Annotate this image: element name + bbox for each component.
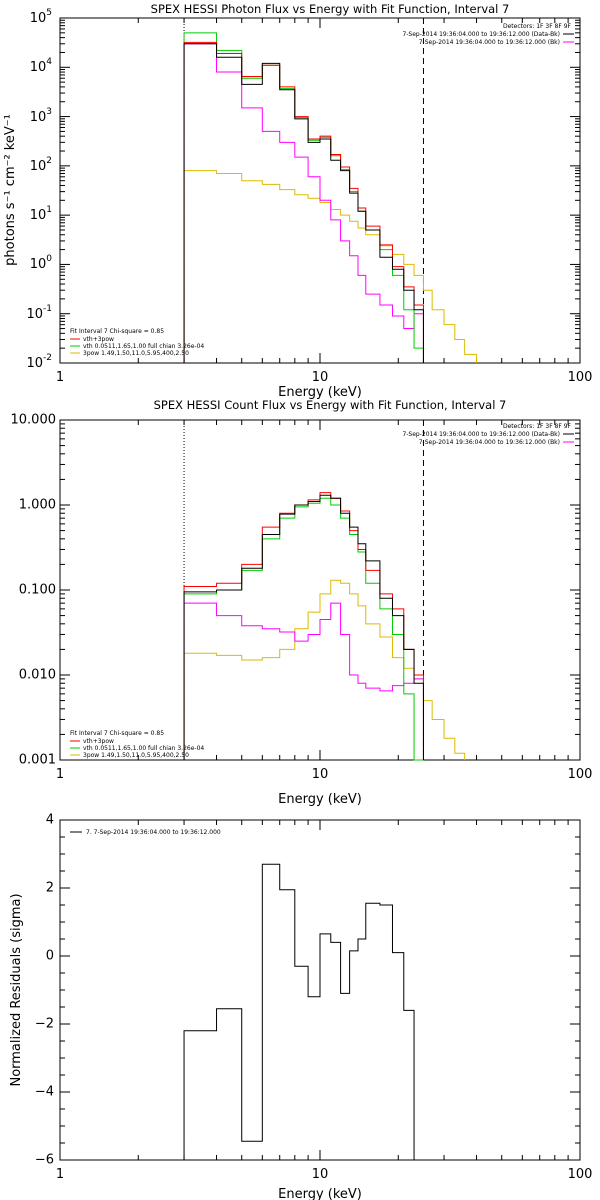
tick-marks bbox=[59, 419, 581, 761]
y-tick-label: 10-2 bbox=[26, 353, 52, 371]
count-flux-plot-area bbox=[59, 419, 581, 761]
y-tick-label: 0.001 bbox=[19, 753, 56, 768]
y-tick-label: 102 bbox=[30, 156, 52, 174]
x-axis-label: Energy (keV) bbox=[278, 792, 362, 807]
chart-title: SPEX HESSI Count Flux vs Energy with Fit… bbox=[154, 398, 507, 412]
y-ticks: 10-2 10-1 100 101 102 103 104 105 bbox=[26, 8, 52, 371]
y-tick-label: 0.010 bbox=[19, 668, 56, 683]
x-tick-label: 10 bbox=[312, 1167, 329, 1182]
tick-marks bbox=[59, 819, 581, 1161]
y-tick-label: 10-1 bbox=[26, 304, 52, 322]
photon-flux-plot-area bbox=[59, 17, 581, 364]
legend-header: Fit Interval 7 Chi-square = 0.85 bbox=[70, 730, 164, 737]
series-line-vth bbox=[183, 32, 424, 363]
y-tick-label: −6 bbox=[35, 1153, 54, 1168]
series-line-data-bk bbox=[183, 494, 424, 760]
residuals-plot-area bbox=[59, 819, 581, 1161]
legend-entry-label: 7-Sep-2014 19:36:04.000 to 19:36:12.000 … bbox=[402, 31, 560, 38]
x-tick-label: 100 bbox=[568, 767, 593, 782]
residuals-panel: Normalized Residuals (sigma) Energy (keV… bbox=[9, 813, 592, 1200]
legend-entry-label: vth 0.0511,1.65,1.00 full chian 3.26e-04 bbox=[83, 745, 204, 752]
legend-entry-label: 7-Sep-2014 19:36:04.000 to 19:36:12.000 … bbox=[419, 39, 560, 46]
legend-header: Detectors: 1F 3F 8F 9F bbox=[503, 23, 572, 30]
x-tick-label: 1 bbox=[56, 1167, 64, 1182]
y-axis-label: photons s⁻¹ cm⁻² keV⁻¹ bbox=[3, 114, 18, 266]
y-tick-label: 0 bbox=[46, 949, 54, 964]
series-line-vth-3pow bbox=[183, 492, 424, 760]
photon-flux-panel: SPEX HESSI Photon Flux vs Energy with Fi… bbox=[3, 2, 592, 400]
legend-entry-label: 3pow 1.49,1.50,11.0,5.95,400,2.50 bbox=[83, 350, 189, 357]
y-tick-label: −2 bbox=[35, 1017, 54, 1032]
x-ticks: 1 10 100 bbox=[56, 767, 593, 782]
x-tick-label: 10 bbox=[312, 767, 329, 782]
legend-bottom-left: Fit Interval 7 Chi-square = 0.85 vth+3po… bbox=[70, 328, 204, 357]
x-tick-label: 10 bbox=[312, 370, 329, 385]
legend-entry-label: 7. 7-Sep-2014 19:36:04.000 to 19:36:12.0… bbox=[86, 829, 221, 836]
legend-entry-label: vth+3pow bbox=[83, 738, 114, 745]
plot-frame bbox=[59, 419, 581, 761]
y-ticks: −6 −4 −2 0 2 4 bbox=[35, 813, 54, 1168]
legend-top-right: Detectors: 1F 3F 8F 9F 7-Sep-2014 19:36:… bbox=[402, 423, 574, 446]
y-tick-label: 105 bbox=[30, 8, 52, 26]
series-line-bk bbox=[183, 43, 424, 363]
legend-entry-label: vth 0.0511,1.65,1.00 full chian 3.26e-04 bbox=[83, 343, 204, 350]
x-axis-label: Energy (keV) bbox=[278, 385, 362, 400]
legend-entry-label: 3pow 1.49,1.50,11.0,5.95,400,2.50 bbox=[83, 752, 189, 759]
series-line-3pow bbox=[183, 579, 466, 760]
legend-top-right: Detectors: 1F 3F 8F 9F 7-Sep-2014 19:36:… bbox=[402, 23, 574, 46]
legend-entry-label: 7-Sep-2014 19:36:04.000 to 19:36:12.000 … bbox=[419, 439, 560, 446]
count-flux-panel: SPEX HESSI Count Flux vs Energy with Fit… bbox=[11, 398, 593, 807]
legend-header: Fit Interval 7 Chi-square = 0.85 bbox=[70, 328, 164, 335]
y-tick-label: 101 bbox=[30, 205, 52, 223]
x-axis-label: Energy (keV) bbox=[278, 1187, 362, 1200]
y-tick-label: 4 bbox=[46, 813, 54, 828]
y-axis-label: Normalized Residuals (sigma) bbox=[9, 893, 24, 1086]
y-tick-label: 1.000 bbox=[19, 498, 56, 513]
y-ticks: 0.001 0.010 0.100 1.000 10.000 bbox=[11, 413, 57, 768]
legend-bottom-left: Fit Interval 7 Chi-square = 0.85 vth+3po… bbox=[70, 730, 204, 759]
series-line-7 bbox=[183, 863, 415, 1160]
x-tick-label: 1 bbox=[56, 767, 64, 782]
y-tick-label: −4 bbox=[35, 1085, 54, 1100]
legend-entry-label: vth+3pow bbox=[83, 336, 114, 343]
legend-header: Detectors: 1F 3F 8F 9F bbox=[503, 423, 572, 430]
series-line-data-bk bbox=[183, 43, 424, 363]
series-line-3pow bbox=[183, 170, 478, 363]
y-tick-label: 0.100 bbox=[19, 583, 56, 598]
x-ticks: 1 10 100 bbox=[56, 1167, 593, 1182]
legend-entry-label: 7-Sep-2014 19:36:04.000 to 19:36:12.000 … bbox=[402, 431, 560, 438]
x-tick-label: 100 bbox=[568, 370, 593, 385]
y-tick-label: 104 bbox=[30, 57, 53, 75]
series-line-bk bbox=[183, 602, 424, 760]
chart-title: SPEX HESSI Photon Flux vs Energy with Fi… bbox=[151, 2, 510, 16]
x-ticks: 1 10 100 bbox=[56, 370, 593, 385]
tick-marks bbox=[59, 17, 581, 364]
y-tick-label: 103 bbox=[30, 107, 52, 125]
series-line-vth bbox=[183, 497, 424, 761]
y-tick-label: 100 bbox=[30, 254, 53, 272]
legend-top-left: 7. 7-Sep-2014 19:36:04.000 to 19:36:12.0… bbox=[70, 829, 221, 836]
series-line-vth-3pow bbox=[183, 41, 424, 363]
x-tick-label: 100 bbox=[568, 1167, 593, 1182]
y-tick-label: 2 bbox=[46, 881, 54, 896]
x-tick-label: 1 bbox=[56, 370, 64, 385]
y-tick-label: 10.000 bbox=[11, 413, 57, 428]
